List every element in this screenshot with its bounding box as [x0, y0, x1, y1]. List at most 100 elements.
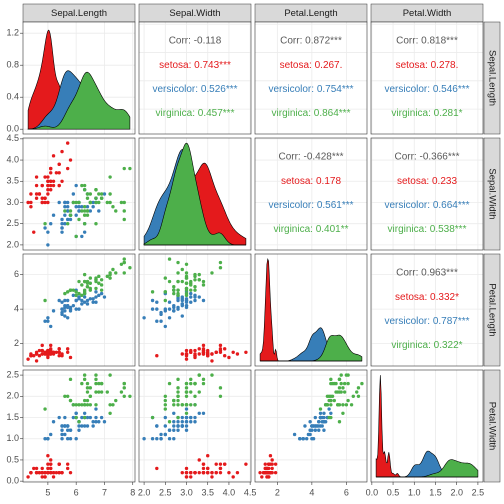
- point: [150, 437, 155, 441]
- point: [94, 390, 98, 394]
- point: [176, 390, 180, 394]
- point: [60, 230, 64, 234]
- point: [184, 403, 189, 407]
- point: [29, 192, 33, 196]
- point: [63, 394, 67, 399]
- point: [82, 188, 87, 192]
- point: [46, 243, 50, 247]
- point: [122, 381, 126, 386]
- point: [80, 205, 84, 209]
- point: [189, 350, 193, 354]
- point: [201, 283, 206, 287]
- point: [265, 475, 269, 479]
- point: [34, 183, 39, 188]
- point: [329, 415, 333, 420]
- point: [40, 183, 44, 188]
- point: [63, 303, 67, 308]
- point: [99, 288, 104, 292]
- panel: [371, 138, 483, 250]
- point: [80, 298, 84, 303]
- point: [85, 281, 90, 285]
- point: [57, 354, 61, 358]
- correlation-label: Corr: -0.118: [169, 36, 222, 47]
- point: [108, 403, 112, 407]
- point: [329, 411, 333, 415]
- point: [111, 403, 115, 407]
- point: [49, 171, 53, 175]
- point: [65, 217, 70, 222]
- point: [46, 352, 50, 356]
- point: [267, 462, 271, 466]
- strip-label: Sepal.Width: [486, 168, 497, 219]
- point: [51, 475, 56, 479]
- point: [77, 279, 81, 284]
- point: [214, 470, 218, 475]
- point: [97, 390, 101, 394]
- point: [167, 316, 172, 320]
- point: [184, 381, 189, 386]
- point: [65, 347, 70, 351]
- point: [260, 475, 264, 479]
- point: [218, 266, 223, 270]
- point: [201, 377, 206, 382]
- point: [32, 354, 36, 358]
- point: [311, 437, 316, 441]
- point: [176, 279, 180, 284]
- point: [184, 303, 189, 308]
- point: [37, 348, 42, 353]
- correlation-label: Corr: 0.872***: [280, 36, 342, 47]
- point: [231, 350, 235, 354]
- point: [68, 307, 73, 311]
- point: [210, 352, 214, 356]
- point: [94, 278, 98, 282]
- point: [97, 200, 101, 205]
- x-tick-label: 5: [45, 487, 50, 497]
- panel: [371, 254, 483, 366]
- point: [292, 432, 297, 437]
- point: [85, 285, 90, 289]
- point: [74, 298, 78, 303]
- point: [85, 424, 90, 428]
- y-tick-label: 4.5: [6, 133, 19, 143]
- point: [99, 381, 104, 386]
- point: [231, 475, 235, 479]
- point: [46, 179, 50, 183]
- point: [57, 470, 61, 475]
- correlation-label: versicolor: 0.664***: [384, 200, 469, 211]
- point: [197, 470, 201, 475]
- point: [193, 278, 197, 282]
- correlation-label: setosa: 0.233: [397, 176, 457, 187]
- point: [80, 415, 84, 420]
- point: [85, 302, 90, 306]
- point: [114, 209, 118, 213]
- correlation-label: setosa: 0.332*: [395, 292, 459, 303]
- point: [57, 162, 61, 167]
- point: [184, 394, 189, 399]
- x-tick-label: 3.5: [201, 487, 214, 497]
- density: [143, 142, 246, 246]
- point: [26, 200, 30, 205]
- point: [108, 272, 112, 277]
- point: [82, 403, 87, 407]
- point: [49, 166, 53, 171]
- point: [63, 432, 67, 437]
- point: [82, 295, 87, 299]
- point: [189, 470, 193, 475]
- point: [258, 470, 262, 475]
- point: [65, 200, 70, 205]
- point: [360, 381, 364, 386]
- point: [270, 466, 274, 471]
- point: [128, 394, 132, 399]
- point: [214, 350, 218, 354]
- point: [163, 398, 168, 403]
- point: [298, 437, 302, 441]
- point: [184, 352, 189, 356]
- point: [193, 298, 197, 303]
- point: [122, 166, 126, 171]
- point: [63, 291, 67, 296]
- point: [210, 373, 214, 377]
- point: [172, 398, 176, 403]
- point: [94, 403, 98, 407]
- panel-border: [254, 369, 368, 483]
- panel: [139, 22, 251, 134]
